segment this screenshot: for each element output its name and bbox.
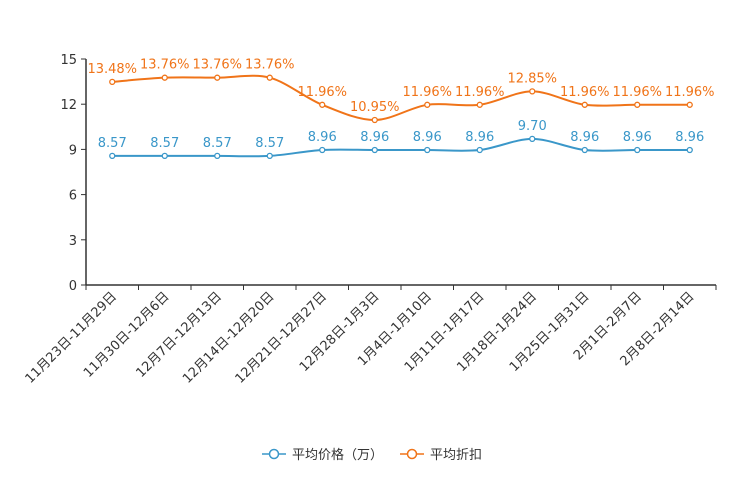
data-label: 9.70 (518, 119, 547, 134)
series-layer (109, 74, 693, 160)
legend-label: 平均价格（万） (292, 447, 383, 463)
x-tick-label: 12月21日-12月27日 (233, 289, 330, 386)
data-point (686, 146, 693, 154)
data-label: 8.57 (203, 136, 232, 151)
legend-item-1[interactable]: 平均折扣 (400, 448, 482, 463)
data-point (581, 146, 588, 154)
data-point (266, 74, 273, 81)
legend-item-0[interactable]: 平均价格（万） (262, 447, 383, 463)
data-label: 8.96 (308, 130, 337, 145)
data-label: 12.85% (507, 71, 557, 86)
y-tick-label: 9 (69, 143, 77, 158)
data-point (109, 152, 116, 160)
data-point (319, 146, 326, 154)
data-point (529, 135, 536, 143)
data-label: 13.76% (192, 58, 242, 73)
data-label: 11.96% (297, 85, 347, 100)
series-line-1 (112, 74, 690, 122)
data-label: 8.96 (465, 130, 494, 145)
data-label: 11.96% (560, 85, 610, 100)
y-tick-label: 3 (69, 234, 77, 249)
data-label: 11.96% (455, 85, 505, 100)
x-tick-label: 11月23日-11月29日 (23, 289, 120, 386)
data-label: 8.57 (255, 136, 284, 151)
data-label: 13.76% (245, 58, 295, 73)
legend-marker-icon (406, 448, 418, 460)
data-label: 13.76% (140, 58, 190, 73)
data-point (319, 101, 326, 108)
y-tick-label: 12 (60, 98, 77, 113)
data-label: 8.96 (360, 130, 389, 145)
legend-label: 平均折扣 (430, 448, 482, 463)
data-point (529, 88, 536, 95)
data-point (581, 101, 588, 108)
data-point (634, 101, 641, 108)
x-tick-label: 12月14日-12月20日 (180, 289, 277, 386)
data-point (476, 146, 483, 154)
data-label: 8.96 (570, 130, 599, 145)
data-label: 11.96% (402, 85, 452, 100)
legend[interactable]: 平均价格（万） 平均折扣 (262, 447, 482, 463)
y-tick-label: 0 (69, 279, 77, 294)
data-label: 11.96% (665, 85, 715, 100)
y-tick-label: 6 (69, 189, 77, 204)
data-point (214, 152, 221, 160)
data-point (266, 152, 273, 160)
data-point (214, 74, 221, 81)
data-point (161, 152, 168, 160)
data-point (371, 116, 378, 124)
legend-marker-icon (268, 448, 280, 460)
series-line-0 (112, 137, 690, 158)
data-label: 8.57 (98, 136, 127, 151)
data-point (161, 74, 168, 81)
data-point (686, 101, 693, 108)
data-point (634, 146, 641, 154)
data-label: 8.96 (623, 130, 652, 145)
data-label: 10.95% (350, 100, 400, 115)
data-label: 13.48% (87, 62, 137, 77)
data-point (424, 146, 431, 154)
y-tick-label: 15 (60, 53, 77, 68)
data-point (476, 101, 483, 108)
data-point (371, 146, 378, 154)
data-label: 8.57 (150, 136, 179, 151)
data-label: 11.96% (612, 85, 662, 100)
data-point (424, 101, 431, 108)
data-labels: 8.57 8.57 8.57 8.57 8.96 8.96 8.96 8.96 9.70 8.96… (87, 58, 714, 151)
data-point (109, 78, 116, 86)
data-label: 8.96 (413, 130, 442, 145)
data-label: 8.96 (675, 130, 704, 145)
